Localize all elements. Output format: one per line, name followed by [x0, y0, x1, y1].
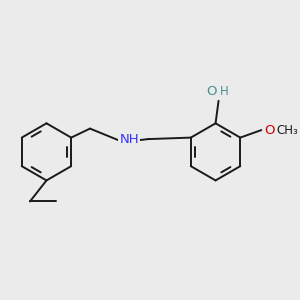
Text: O: O	[206, 85, 216, 98]
Text: NH: NH	[119, 134, 139, 146]
Text: H: H	[220, 85, 229, 98]
Text: O: O	[264, 124, 275, 136]
Text: CH₃: CH₃	[276, 124, 298, 136]
